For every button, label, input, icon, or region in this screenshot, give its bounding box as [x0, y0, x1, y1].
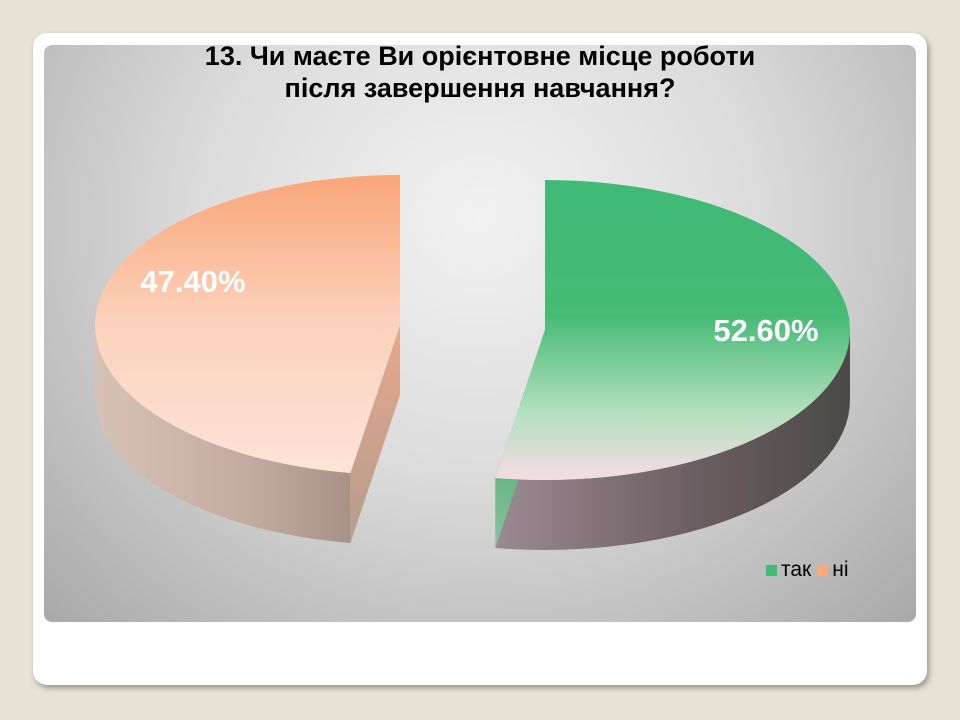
- legend-swatch-tak: [766, 564, 777, 576]
- pie-slice-side-ni: [95, 325, 351, 544]
- data-label-ni: 47.40%: [140, 264, 245, 299]
- chart-title-line-2: після завершення навчання?: [284, 73, 676, 103]
- legend-item-ni: ні: [817, 558, 849, 582]
- chart-title-line-1: 13. Чи маєте Ви орієнтовне місце роботи: [204, 41, 756, 71]
- legend-swatch-ni: [817, 564, 829, 576]
- legend-label-tak: так: [781, 558, 812, 581]
- pie-slice-side-tak: [495, 330, 850, 550]
- pie-slice-top-ni: [94, 175, 401, 474]
- data-label-tak: 52.60%: [713, 313, 818, 348]
- pie-slice-cut-ni: [350, 325, 400, 544]
- pie-slice-top-tak: [495, 180, 850, 480]
- pie-slice-ni: [94, 175, 401, 544]
- pie-slice-tak: [495, 180, 850, 550]
- legend-item-tak: так: [766, 558, 811, 582]
- legend-label-ni: ні: [832, 558, 849, 581]
- chart-legend: так ні: [766, 558, 855, 582]
- chart-title: 13. Чи маєте Ви орієнтовне місце роботи …: [44, 40, 916, 104]
